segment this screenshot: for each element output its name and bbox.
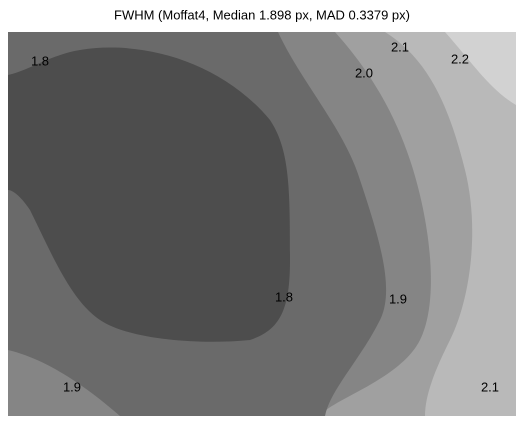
chart-title: FWHM (Moffat4, Median 1.898 px, MAD 0.33… bbox=[114, 7, 410, 22]
contour-label: 1.8 bbox=[275, 289, 293, 304]
contour-label: 2.1 bbox=[391, 39, 409, 54]
plot-area bbox=[8, 32, 516, 416]
contour-label: 1.9 bbox=[63, 379, 81, 394]
contour-label: 2.2 bbox=[451, 51, 469, 66]
contour-label: 1.8 bbox=[31, 53, 49, 68]
contour-band bbox=[8, 47, 290, 342]
contour-label: 1.9 bbox=[389, 291, 407, 306]
contour-label: 2.1 bbox=[481, 379, 499, 394]
contour-label: 2.0 bbox=[355, 65, 373, 80]
contour-labels: 1.8 2.1 2.2 2.0 1.8 1.9 1.9 2.1 bbox=[31, 39, 499, 394]
